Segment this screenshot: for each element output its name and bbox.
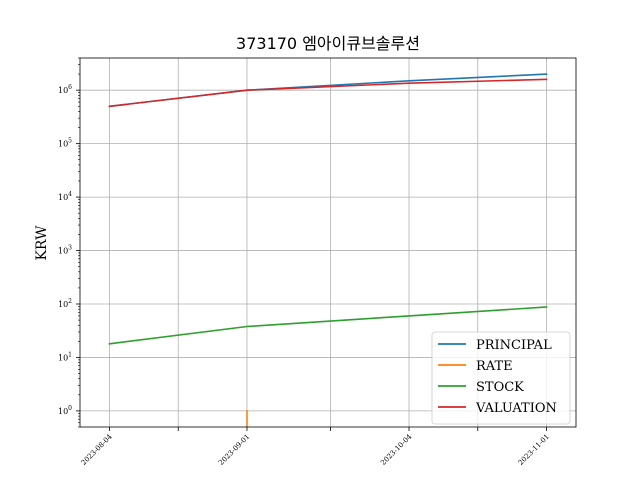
y-axis: 100 101 102 103 104 105 106 [58, 57, 80, 428]
y-axis-label: KRW [34, 225, 50, 261]
legend-label: PRINCIPAL [476, 338, 552, 353]
plot-frame [79, 57, 577, 428]
series-line-valuation [108, 78, 548, 108]
legend-label: VALUATION [475, 401, 557, 416]
y-tick-label: 100 [58, 405, 72, 416]
plot-series [108, 73, 548, 427]
legend-box [431, 331, 571, 425]
series-line-stock [108, 306, 548, 345]
chart-title: 373170 엠아이큐브솔루션 [236, 34, 420, 53]
y-tick-label: 102 [58, 298, 72, 309]
legend-label: STOCK [476, 380, 524, 395]
y-tick-label: 104 [58, 191, 72, 202]
y-tick-label: 106 [58, 84, 72, 95]
legend-label: RATE [476, 359, 513, 374]
y-tick-label: 101 [58, 351, 72, 362]
grid [80, 58, 576, 427]
y-tick-label: 105 [58, 138, 72, 149]
y-tick-label: 103 [58, 245, 72, 256]
legend: PRINCIPAL RATE STOCK VALUATION [431, 331, 571, 425]
